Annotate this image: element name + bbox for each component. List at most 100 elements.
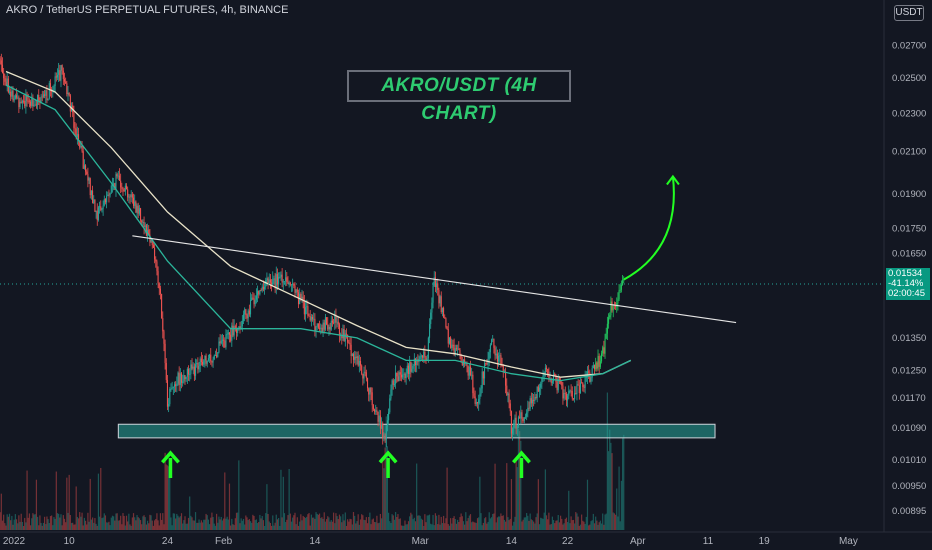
volume-bar — [251, 522, 253, 530]
candle-body — [443, 307, 445, 318]
volume-bar — [41, 525, 43, 530]
volume-bar — [161, 519, 163, 530]
volume-bar — [340, 516, 342, 530]
candle-body — [114, 183, 116, 190]
candle-body — [478, 399, 480, 404]
volume-bar — [489, 518, 491, 530]
candle-body — [582, 382, 584, 388]
volume-bar — [334, 523, 336, 530]
volume-bar — [247, 520, 249, 530]
candle-body — [527, 407, 529, 413]
volume-bar — [203, 519, 205, 530]
candle-body — [512, 427, 514, 434]
trendline[interactable] — [132, 235, 737, 324]
candle-body — [564, 392, 566, 394]
volume-bar — [393, 519, 396, 530]
candle-body — [128, 196, 130, 198]
volume-bar — [314, 518, 316, 530]
volume-bar — [260, 518, 262, 530]
candle-body — [196, 362, 198, 365]
volume-bar — [0, 512, 1, 530]
volume-bar — [336, 516, 338, 530]
volume-bar — [10, 520, 12, 530]
candle-body — [131, 194, 133, 198]
volume-bar — [382, 457, 384, 530]
candle-body — [224, 340, 226, 348]
volume-bar — [349, 518, 351, 530]
candle-body — [603, 347, 605, 354]
price-axis[interactable]: 0.02700 0.02500 0.02300 0.02100 0.01900 0.017… — [883, 0, 926, 532]
volume-bar — [110, 517, 112, 530]
volume-bar — [117, 520, 119, 530]
volume-bar — [426, 515, 428, 530]
volume-bar — [328, 517, 330, 530]
currency-button[interactable]: USDT — [894, 5, 924, 21]
candle-body — [338, 324, 340, 336]
price-tick-label: 0.02500 — [892, 73, 926, 84]
candle-body — [489, 344, 491, 353]
volume-bar — [281, 517, 283, 530]
volume-bar — [238, 460, 240, 530]
volume-bar — [459, 517, 461, 530]
volume-bar — [107, 522, 109, 530]
volume-bar — [318, 513, 321, 530]
volume-bar — [428, 514, 431, 530]
volume-bar — [252, 514, 254, 530]
candle-body — [41, 96, 43, 98]
candle-body — [24, 100, 26, 107]
candle-body — [95, 210, 97, 212]
volume-bar — [231, 518, 233, 530]
volume-bar — [325, 519, 328, 530]
candle-body — [355, 356, 357, 358]
candle-body — [427, 337, 429, 359]
annotation-arrows — [160, 174, 680, 478]
volume-bar — [541, 518, 543, 530]
candle-body — [155, 259, 157, 262]
candle-body — [44, 94, 46, 96]
candle-body — [493, 338, 495, 348]
time-axis[interactable]: 2022 10 24 Feb 14 Mar 14 22 Apr 11 19 May — [0, 531, 932, 547]
volume-bar — [142, 516, 144, 530]
candle-body — [376, 410, 378, 412]
candle-body — [217, 352, 219, 357]
candle-body — [556, 381, 558, 391]
candle-body — [571, 391, 573, 399]
volume-bar — [461, 516, 463, 530]
candle-body — [161, 293, 163, 319]
volume-bar — [476, 518, 479, 530]
volume-bar — [294, 512, 296, 530]
volume-bar — [473, 522, 475, 530]
volume-bar — [100, 467, 102, 530]
volume-bar — [558, 522, 561, 530]
volume-bar — [590, 521, 592, 530]
candle-body — [162, 318, 164, 332]
price-tick-label: 0.01650 — [892, 248, 926, 259]
volume-bar — [409, 516, 411, 530]
volume-bar — [454, 518, 456, 530]
volume-bar — [315, 512, 317, 530]
volume-bar — [466, 521, 468, 530]
candle-body — [460, 354, 462, 362]
volume-bar — [204, 519, 206, 530]
candle-body — [411, 368, 413, 372]
candle-body — [330, 320, 332, 330]
volume-bar — [376, 515, 378, 530]
candle-body — [255, 295, 257, 300]
volume-bar — [620, 480, 623, 530]
candle-body — [351, 353, 353, 357]
volume-bar — [208, 524, 211, 530]
volume-bar — [343, 520, 345, 530]
volume-bar — [607, 451, 610, 530]
candle-body — [207, 358, 209, 361]
candle-body — [212, 359, 214, 363]
candle-body — [578, 385, 580, 394]
volume-bar — [418, 515, 420, 530]
volume-bar — [524, 517, 527, 530]
volume-bar — [589, 524, 591, 530]
volume-bar — [40, 522, 42, 530]
candle-body — [448, 337, 450, 344]
volume-bar — [419, 515, 421, 530]
candle-body — [187, 368, 190, 375]
volume-bar — [397, 514, 399, 530]
